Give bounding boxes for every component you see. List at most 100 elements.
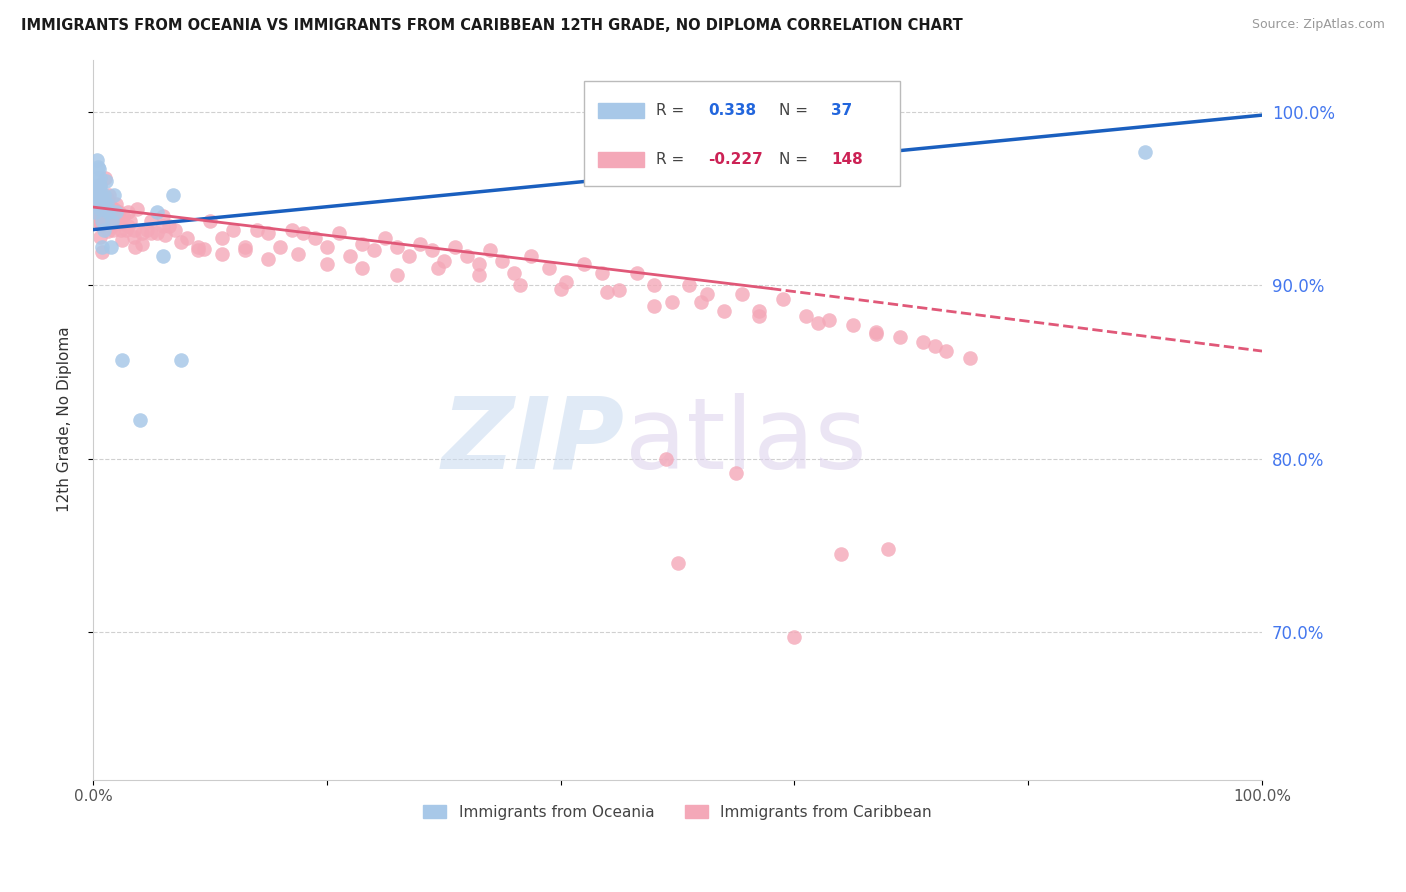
Text: N =: N = — [779, 152, 808, 167]
Point — [83, 188, 105, 202]
Text: Source: ZipAtlas.com: Source: ZipAtlas.com — [1251, 18, 1385, 31]
Point — [86, 205, 108, 219]
Point — [246, 222, 269, 236]
Point — [350, 236, 373, 251]
Point — [163, 222, 186, 236]
Point — [211, 247, 233, 261]
Point — [315, 257, 337, 271]
Point — [84, 196, 107, 211]
Point — [93, 196, 115, 211]
Point — [86, 196, 108, 211]
Point — [90, 188, 112, 202]
Point — [444, 240, 467, 254]
Point — [86, 191, 108, 205]
Point — [269, 240, 291, 254]
Point — [889, 330, 911, 344]
Point — [103, 188, 125, 202]
Point — [131, 236, 153, 251]
Point — [100, 200, 122, 214]
Point — [666, 556, 689, 570]
Point — [135, 222, 157, 236]
Point — [152, 209, 174, 223]
Point — [89, 200, 111, 214]
Point — [103, 202, 125, 216]
Point — [935, 344, 957, 359]
Point — [122, 222, 145, 236]
Point — [90, 196, 112, 211]
Point — [89, 185, 111, 199]
Point — [86, 179, 108, 194]
Point — [433, 253, 456, 268]
Legend: Immigrants from Oceania, Immigrants from Caribbean: Immigrants from Oceania, Immigrants from… — [418, 798, 938, 826]
Point — [911, 335, 934, 350]
Point — [90, 196, 112, 211]
Point — [86, 205, 108, 219]
Point — [607, 284, 630, 298]
Point — [96, 196, 118, 211]
Point — [468, 268, 491, 282]
Point — [193, 242, 215, 256]
FancyBboxPatch shape — [583, 81, 900, 186]
Point — [120, 214, 142, 228]
Point — [696, 286, 718, 301]
Point — [112, 209, 135, 223]
Point — [724, 466, 747, 480]
Point — [409, 236, 432, 251]
Point — [842, 318, 865, 332]
Point — [111, 352, 134, 367]
Point — [315, 240, 337, 254]
Point — [794, 310, 817, 324]
Point — [94, 202, 117, 216]
Text: R =: R = — [657, 103, 685, 118]
Point — [491, 253, 513, 268]
Point — [748, 304, 770, 318]
Point — [89, 170, 111, 185]
Point — [152, 249, 174, 263]
Point — [93, 216, 115, 230]
Point — [86, 214, 108, 228]
Point — [117, 205, 139, 219]
Point — [86, 196, 108, 211]
Point — [853, 150, 876, 164]
Point — [426, 260, 449, 275]
Point — [626, 266, 648, 280]
Y-axis label: 12th Grade, No Diploma: 12th Grade, No Diploma — [58, 326, 72, 512]
Point — [93, 222, 115, 236]
Text: ZIP: ZIP — [441, 392, 624, 490]
Point — [257, 226, 280, 240]
Point — [91, 219, 114, 234]
Point — [94, 202, 117, 216]
Point — [122, 229, 145, 244]
Point — [86, 160, 108, 174]
Point — [93, 214, 115, 228]
Point — [257, 252, 280, 266]
Text: 37: 37 — [831, 103, 852, 118]
Point — [731, 286, 754, 301]
Point — [84, 188, 107, 202]
Point — [94, 174, 117, 188]
Point — [93, 205, 115, 219]
Point — [865, 326, 887, 341]
Point — [86, 209, 108, 223]
Point — [86, 214, 108, 228]
Point — [91, 240, 114, 254]
Point — [97, 205, 120, 219]
Point — [479, 244, 502, 258]
Point — [502, 266, 524, 280]
Point — [304, 231, 326, 245]
Point — [93, 196, 115, 211]
Text: IMMIGRANTS FROM OCEANIA VS IMMIGRANTS FROM CARIBBEAN 12TH GRADE, NO DIPLOMA CORR: IMMIGRANTS FROM OCEANIA VS IMMIGRANTS FR… — [21, 18, 963, 33]
Point — [131, 226, 153, 240]
Point — [211, 231, 233, 245]
Point — [690, 295, 713, 310]
Point — [385, 268, 408, 282]
Point — [89, 202, 111, 216]
Point — [87, 209, 110, 223]
Point — [661, 295, 683, 310]
Point — [222, 222, 245, 236]
Point — [572, 257, 595, 271]
Point — [555, 275, 578, 289]
Text: atlas: atlas — [624, 392, 866, 490]
Text: R =: R = — [657, 152, 685, 167]
Point — [93, 170, 115, 185]
